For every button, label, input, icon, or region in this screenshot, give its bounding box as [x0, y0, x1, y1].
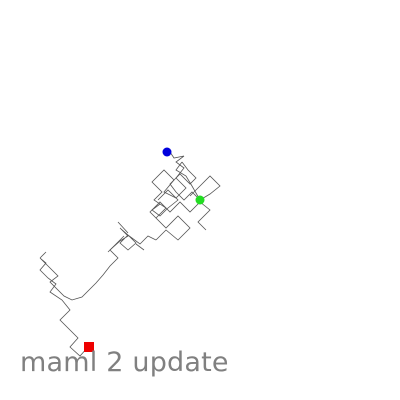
trajectory-segment [175, 161, 201, 201]
trajectory-segment [107, 235, 125, 253]
caption-text: maml 2 update [20, 347, 229, 378]
trajectory-path [39, 151, 221, 357]
trajectory-segment [149, 201, 211, 231]
start-marker [84, 342, 94, 352]
trajectory-segment [169, 161, 221, 201]
agent-marker [162, 147, 172, 157]
trajectory-segment [117, 221, 129, 234]
goal-marker [195, 195, 205, 205]
trajectory-segment [151, 189, 179, 217]
trajectory-segment [135, 243, 145, 251]
trajectory-segment [39, 251, 47, 259]
trajectory-segment [39, 227, 157, 357]
